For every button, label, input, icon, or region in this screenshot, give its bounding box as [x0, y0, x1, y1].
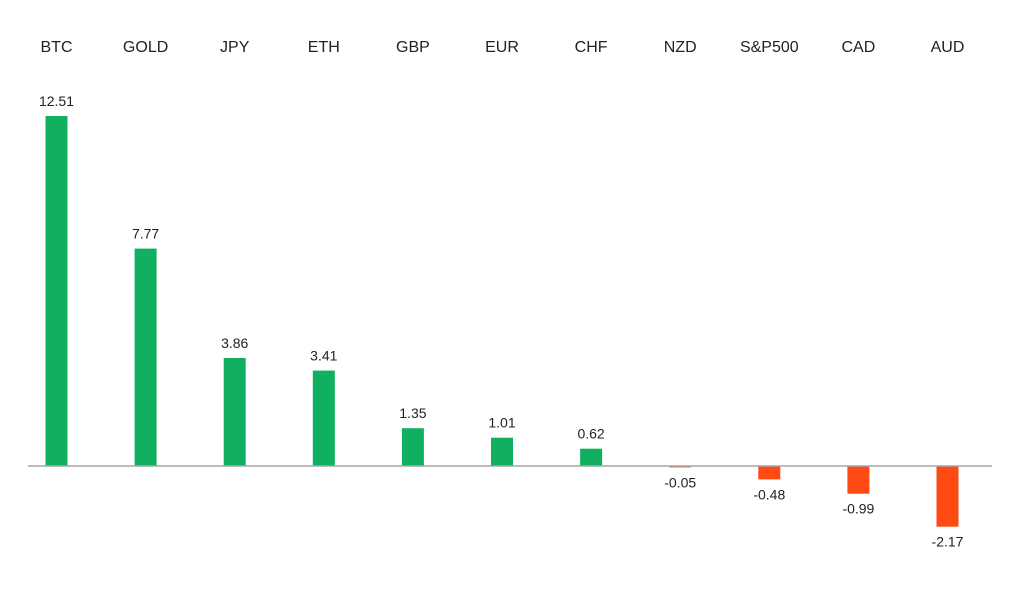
- value-labels-group: 12.51 7.77 3.86 3.41 1.35 1.01 0.62 -0.05 -0.48 -…: [39, 93, 964, 550]
- category-label-cad: CAD: [842, 39, 876, 56]
- category-label-nzd: NZD: [664, 39, 697, 56]
- bars-group: [45, 116, 959, 527]
- bar-eur: [491, 437, 513, 466]
- bar-eth: [312, 370, 335, 466]
- bar-gbp: [401, 428, 424, 466]
- value-label-gold: 7.77: [132, 226, 159, 242]
- bar-cad: [847, 466, 870, 494]
- category-label-jpy: JPY: [220, 39, 250, 56]
- category-label-eth: ETH: [308, 39, 340, 56]
- value-label-eur: 1.01: [488, 415, 515, 431]
- category-labels-group: BTC GOLD JPY ETH GBP EUR CHF NZD S&P500 CAD AUD: [41, 39, 965, 56]
- value-label-jpy: 3.86: [221, 335, 248, 351]
- category-label-chf: CHF: [575, 39, 608, 56]
- value-label-chf: 0.62: [577, 426, 604, 442]
- category-label-btc: BTC: [41, 39, 73, 56]
- value-label-nzd: -0.05: [664, 474, 696, 490]
- bar-aud: [936, 466, 959, 527]
- category-label-aud: AUD: [931, 39, 965, 56]
- value-label-eth: 3.41: [310, 348, 337, 364]
- bar-chf: [580, 448, 603, 466]
- category-label-gbp: GBP: [396, 39, 430, 56]
- value-label-btc: 12.51: [39, 93, 74, 109]
- value-label-aud: -2.17: [932, 534, 964, 550]
- category-label-s-p500: S&P500: [740, 39, 799, 56]
- bar-btc: [45, 116, 68, 466]
- bar-s-p500: [758, 466, 781, 480]
- category-label-gold: GOLD: [123, 39, 168, 56]
- category-label-eur: EUR: [485, 39, 519, 56]
- value-label-gbp: 1.35: [399, 405, 426, 421]
- value-label-cad: -0.99: [842, 501, 874, 517]
- bar-gold: [134, 248, 157, 466]
- value-label-s-p500: -0.48: [753, 486, 785, 502]
- bar-jpy: [223, 358, 246, 466]
